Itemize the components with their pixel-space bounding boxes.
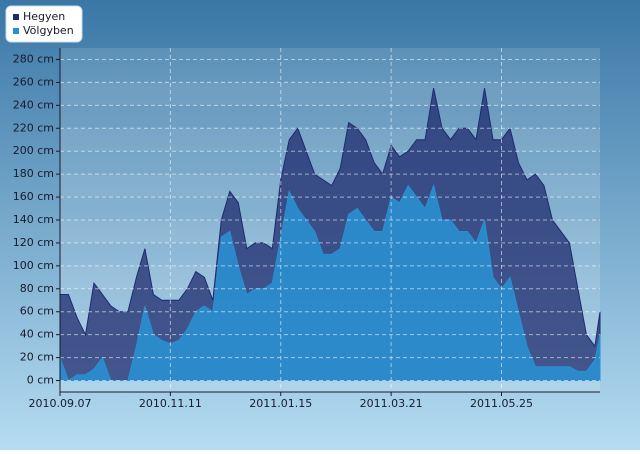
grid-band (60, 128, 600, 152)
y-tick-label: 240 cm (13, 98, 54, 111)
x-tick-label: 2011.05.25 (470, 397, 533, 410)
x-tick-label: 2010.09.07 (29, 397, 92, 410)
area (59, 183, 601, 382)
y-tick-label: 40 cm (20, 328, 54, 341)
y-tick-label: 120 cm (13, 236, 54, 249)
y-tick-label: 20 cm (20, 351, 54, 364)
legend-box (5, 5, 83, 43)
legend-swatch (13, 28, 19, 34)
x-tick-label: 2011.03.21 (360, 397, 423, 410)
y-tick-label: 0 cm (27, 374, 54, 387)
y-tick-label: 160 cm (13, 190, 54, 203)
y-tick-label: 200 cm (13, 144, 54, 157)
legend-swatch (13, 14, 19, 20)
y-tick-label: 140 cm (13, 213, 54, 226)
y-tick-label: 280 cm (13, 52, 54, 65)
y-tick-label: 220 cm (13, 121, 54, 134)
x-tick-label: 2011.01.15 (249, 397, 312, 410)
y-tick-label: 80 cm (20, 282, 54, 295)
x-tick-label: 2010.11.11 (139, 397, 202, 410)
legend-label: Hegyen (23, 10, 65, 23)
y-tick-label: 100 cm (13, 259, 54, 272)
legend-label: Völgyben (23, 24, 74, 37)
y-tick-label: 260 cm (13, 75, 54, 88)
y-tick-label: 180 cm (13, 167, 54, 180)
y-tick-label: 60 cm (20, 305, 54, 318)
grid-band (60, 82, 600, 106)
